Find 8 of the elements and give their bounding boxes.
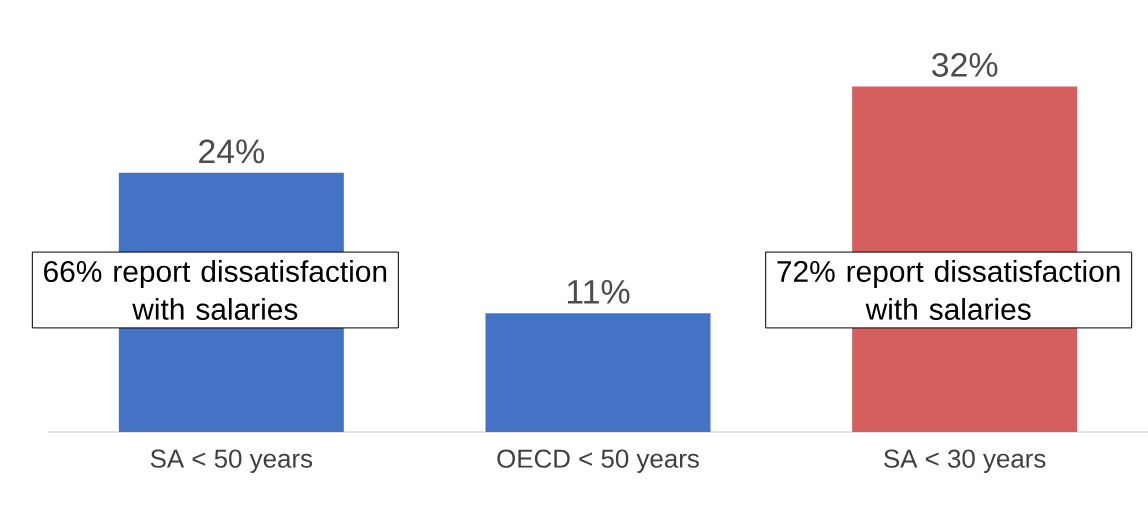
- x-tick-label: SA < 50 years: [150, 449, 313, 473]
- data-label: 32%: [932, 52, 998, 77]
- annotation: 72% report dissatisfaction with salaries: [777, 260, 1120, 320]
- data-label: 24%: [199, 139, 264, 164]
- x-tick-label: SA < 30 years: [884, 449, 1046, 473]
- annotation: 66% report dissatisfaction with salaries: [44, 260, 387, 320]
- data-label: 11%: [567, 279, 630, 304]
- x-tick-label: OECD < 50 years: [497, 449, 699, 473]
